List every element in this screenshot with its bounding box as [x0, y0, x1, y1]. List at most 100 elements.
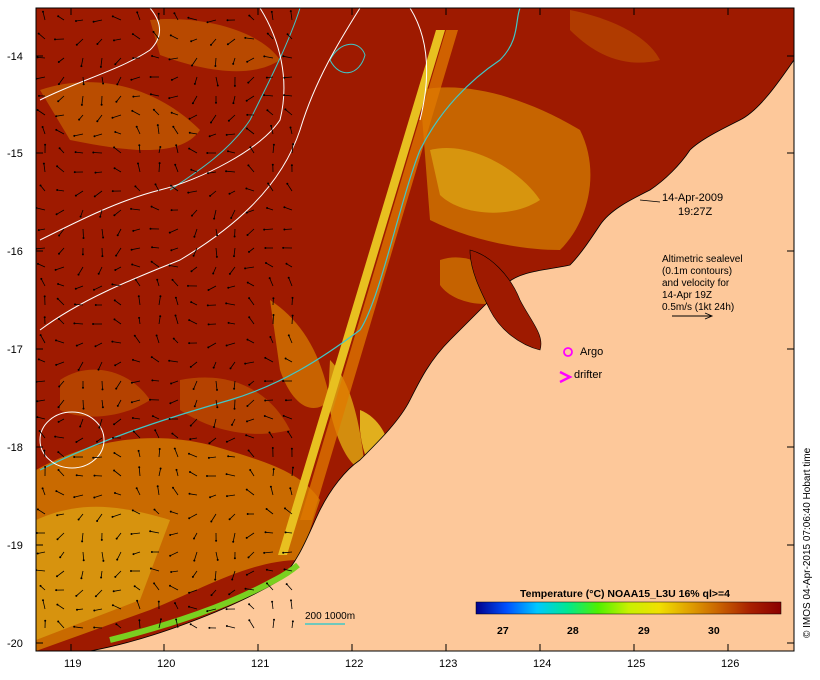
- velocity-arrow: [230, 209, 236, 219]
- velocity-arrow-head: [232, 102, 235, 105]
- velocity-arrow-head: [264, 531, 267, 534]
- velocity-arrow: [76, 474, 84, 477]
- velocity-arrow: [234, 399, 236, 409]
- velocity-arrow: [172, 126, 179, 135]
- velocity-arrow: [169, 57, 179, 60]
- velocity-arrow-head: [133, 334, 136, 337]
- velocity-arrow: [209, 494, 217, 498]
- velocity-arrow-head: [96, 440, 98, 443]
- velocity-arrow: [132, 33, 141, 40]
- velocity-arrow-head: [193, 537, 195, 540]
- velocity-arrow-head: [73, 625, 76, 628]
- velocity-arrow: [271, 11, 274, 21]
- svg-text:Altimetric sealevel: Altimetric sealevel: [662, 254, 743, 265]
- velocity-arrow: [170, 511, 179, 515]
- velocity-arrow: [74, 304, 84, 306]
- velocity-arrow-head: [171, 278, 174, 281]
- velocity-arrow: [58, 228, 65, 236]
- velocity-arrow-head: [225, 625, 228, 627]
- velocity-arrow-head: [232, 540, 235, 543]
- velocity-arrow-head: [56, 575, 58, 578]
- velocity-arrow: [248, 450, 255, 458]
- velocity-arrow: [208, 456, 217, 459]
- velocity-arrow-head: [96, 520, 99, 522]
- velocity-arrow-head: [233, 255, 235, 258]
- velocity-arrow-head: [57, 406, 60, 409]
- velocity-arrow: [267, 33, 274, 40]
- velocity-arrow: [55, 436, 65, 439]
- velocity-arrow-head: [151, 415, 154, 418]
- velocity-arrow-head: [174, 602, 176, 605]
- velocity-arrow: [131, 399, 141, 403]
- velocity-arrow-head: [225, 133, 228, 136]
- velocity-arrow-head: [57, 420, 60, 423]
- velocity-arrow-head: [132, 430, 135, 433]
- velocity-arrow-head: [74, 151, 77, 154]
- velocity-arrow: [37, 509, 46, 515]
- velocity-arrow: [191, 301, 198, 306]
- velocity-arrow: [229, 266, 236, 275]
- velocity-arrow-head: [193, 559, 196, 562]
- velocity-arrow: [291, 315, 293, 325]
- velocity-arrow-head: [191, 214, 193, 217]
- velocity-arrow: [37, 551, 46, 554]
- sst-patches: [36, 10, 660, 651]
- velocity-arrow-head: [130, 570, 132, 572]
- velocity-arrow: [264, 228, 274, 230]
- sealevel-contour: [39, 8, 160, 101]
- velocity-arrow: [266, 583, 274, 591]
- velocity-arrow-head: [188, 452, 190, 455]
- velocity-arrow-head: [170, 571, 173, 573]
- velocity-arrow: [232, 532, 236, 542]
- velocity-arrow: [170, 532, 179, 536]
- velocity-arrow: [55, 340, 65, 344]
- velocity-arrow: [100, 570, 103, 578]
- velocity-arrow: [36, 569, 46, 572]
- velocity-arrow-head: [168, 418, 171, 420]
- velocity-arrow-head: [172, 337, 175, 340]
- velocity-arrow: [150, 93, 160, 97]
- velocity-arrow-head: [265, 76, 268, 79]
- velocity-arrow-head: [37, 262, 39, 265]
- velocity-arrow-head: [282, 551, 285, 554]
- velocity-arrow-head: [157, 600, 160, 603]
- velocity-arrow-head: [168, 264, 171, 267]
- velocity-arrow-head: [116, 404, 119, 407]
- velocity-arrow: [59, 551, 65, 558]
- velocity-arrow: [226, 437, 236, 443]
- velocity-arrow-head: [188, 591, 191, 594]
- velocity-arrow-head: [100, 103, 103, 106]
- velocity-arrow-head: [94, 345, 97, 348]
- velocity-arrow: [245, 361, 255, 364]
- velocity-arrow: [101, 399, 104, 408]
- velocity-arrow-head: [232, 62, 235, 65]
- velocity-arrow-head: [111, 283, 114, 286]
- velocity-arrow: [210, 114, 217, 123]
- velocity-arrow: [95, 589, 103, 597]
- velocity-arrow-head: [227, 150, 229, 153]
- velocity-arrow: [94, 190, 103, 197]
- argo-label: Argo: [580, 346, 603, 358]
- velocity-arrow-head: [227, 286, 230, 289]
- velocity-arrow-head: [190, 270, 193, 273]
- velocity-arrow: [215, 57, 217, 67]
- velocity-arrow-head: [55, 490, 58, 493]
- velocity-arrow: [132, 264, 141, 268]
- coastal-green: [109, 562, 300, 643]
- velocity-arrow-head: [158, 162, 161, 165]
- velocity-arrow-head: [228, 272, 231, 275]
- velocity-arrow-head: [73, 134, 76, 137]
- velocity-arrow-head: [75, 20, 77, 22]
- velocity-arrow: [169, 360, 179, 363]
- velocity-arrow-head: [113, 214, 116, 217]
- velocity-arrow-head: [284, 108, 287, 111]
- velocity-arrow-head: [209, 496, 212, 499]
- velocity-arrow: [192, 95, 198, 104]
- velocity-arrow-head: [156, 485, 159, 488]
- velocity-arrow-head: [207, 289, 210, 291]
- velocity-arrow-head: [269, 336, 272, 338]
- velocity-arrow-head: [245, 434, 248, 437]
- velocity-arrow-head: [228, 192, 231, 195]
- velocity-arrow-head: [208, 442, 211, 445]
- velocity-arrow: [174, 448, 179, 458]
